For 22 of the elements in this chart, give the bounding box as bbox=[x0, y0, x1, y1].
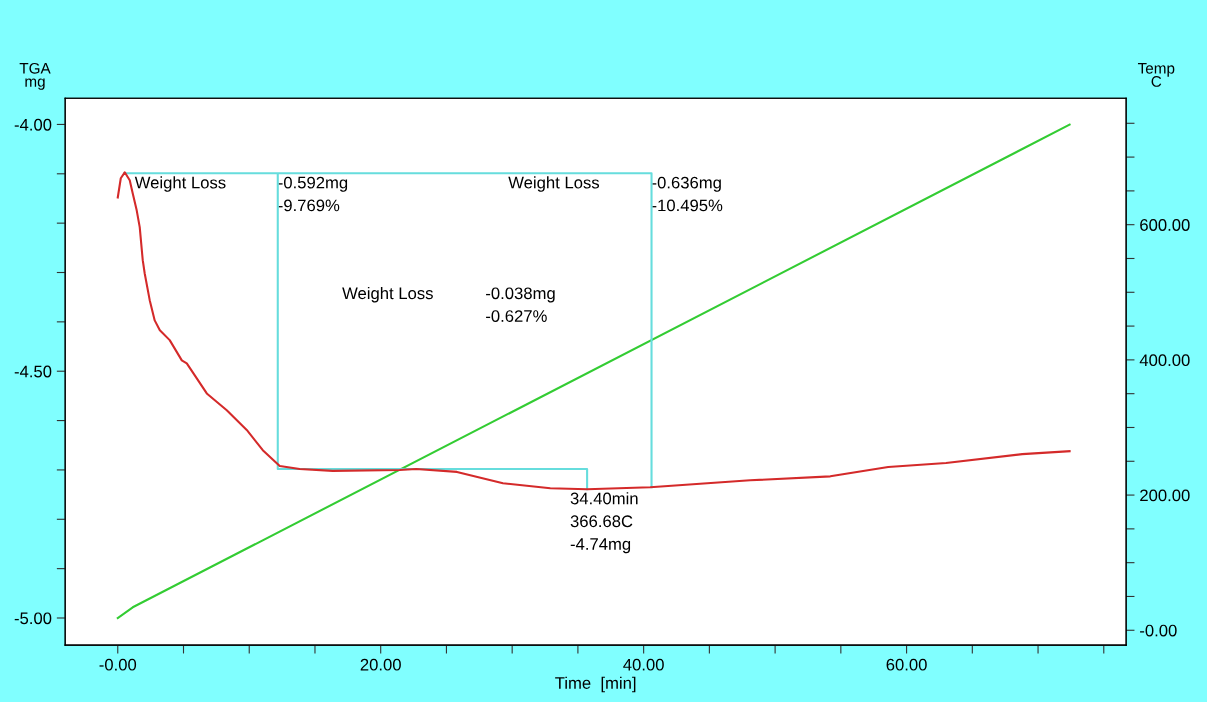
x-tick-label: 20.00 bbox=[360, 658, 401, 671]
y2-axis-title: Temp C bbox=[1137, 63, 1175, 87]
annotation: Weight Loss bbox=[342, 286, 433, 303]
y2-tick-label: 200.00 bbox=[1140, 489, 1190, 502]
y-tick-label: -5.00 bbox=[14, 612, 52, 625]
annotation: -0.592mg -9.769% bbox=[278, 176, 348, 212]
x-tick-label: 60.00 bbox=[886, 658, 927, 671]
x-axis-title: Time [min] bbox=[555, 676, 636, 693]
y-tick-label: -4.00 bbox=[14, 118, 52, 131]
y2-tick-label: -0.00 bbox=[1140, 624, 1177, 637]
y-axis-title: TGA mg bbox=[19, 62, 51, 90]
annotation: Weight Loss bbox=[508, 176, 600, 192]
annotation: 34.40min 366.68C -4.74mg bbox=[570, 492, 638, 554]
annotation: -0.636mg -10.495% bbox=[652, 176, 723, 212]
y2-tick-label: 600.00 bbox=[1140, 219, 1190, 231]
line-series bbox=[116, 171, 1071, 491]
x-tick-label: -0.00 bbox=[99, 658, 137, 671]
y2-tick-label: 400.00 bbox=[1139, 354, 1190, 367]
y-tick-label: -4.50 bbox=[14, 365, 52, 378]
annotation: Weight Loss bbox=[134, 176, 226, 192]
annotation: -0.038mg -0.627% bbox=[486, 287, 555, 322]
x-tick-label: 40.00 bbox=[623, 658, 664, 671]
